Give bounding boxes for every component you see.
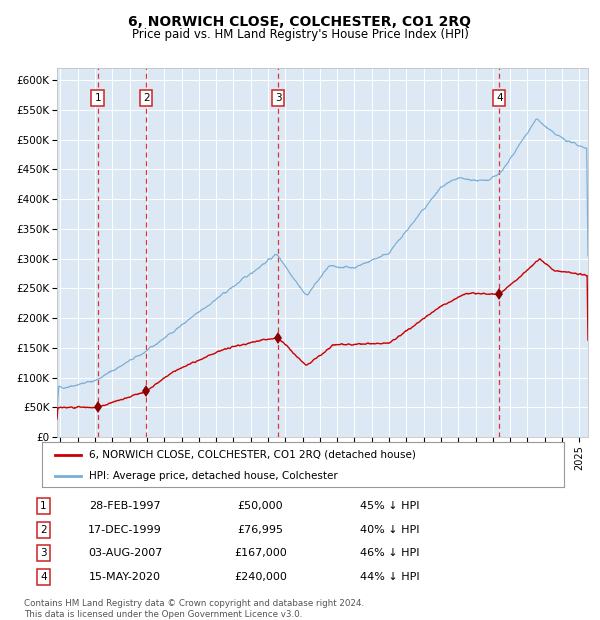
Text: 17-DEC-1999: 17-DEC-1999 xyxy=(88,525,162,534)
Text: 3: 3 xyxy=(40,548,47,558)
Text: 6, NORWICH CLOSE, COLCHESTER, CO1 2RQ (detached house): 6, NORWICH CLOSE, COLCHESTER, CO1 2RQ (d… xyxy=(89,450,416,459)
Text: Price paid vs. HM Land Registry's House Price Index (HPI): Price paid vs. HM Land Registry's House … xyxy=(131,28,469,41)
Text: 45% ↓ HPI: 45% ↓ HPI xyxy=(361,501,420,511)
Text: 40% ↓ HPI: 40% ↓ HPI xyxy=(361,525,420,534)
Text: 44% ↓ HPI: 44% ↓ HPI xyxy=(361,572,420,582)
Text: 4: 4 xyxy=(40,572,47,582)
Text: 4: 4 xyxy=(496,93,503,103)
Text: 15-MAY-2020: 15-MAY-2020 xyxy=(89,572,161,582)
Text: 03-AUG-2007: 03-AUG-2007 xyxy=(88,548,163,558)
Text: 2: 2 xyxy=(143,93,149,103)
Text: 1: 1 xyxy=(40,501,47,511)
Text: 28-FEB-1997: 28-FEB-1997 xyxy=(89,501,161,511)
Text: £167,000: £167,000 xyxy=(234,548,287,558)
Text: £240,000: £240,000 xyxy=(234,572,287,582)
Text: £50,000: £50,000 xyxy=(238,501,283,511)
Text: 1: 1 xyxy=(94,93,101,103)
Text: 46% ↓ HPI: 46% ↓ HPI xyxy=(361,548,420,558)
Text: HPI: Average price, detached house, Colchester: HPI: Average price, detached house, Colc… xyxy=(89,471,338,480)
Text: £76,995: £76,995 xyxy=(238,525,284,534)
Text: 6, NORWICH CLOSE, COLCHESTER, CO1 2RQ: 6, NORWICH CLOSE, COLCHESTER, CO1 2RQ xyxy=(128,16,472,30)
Text: 2: 2 xyxy=(40,525,47,534)
Text: 3: 3 xyxy=(275,93,281,103)
Text: Contains HM Land Registry data © Crown copyright and database right 2024.
This d: Contains HM Land Registry data © Crown c… xyxy=(24,600,364,619)
